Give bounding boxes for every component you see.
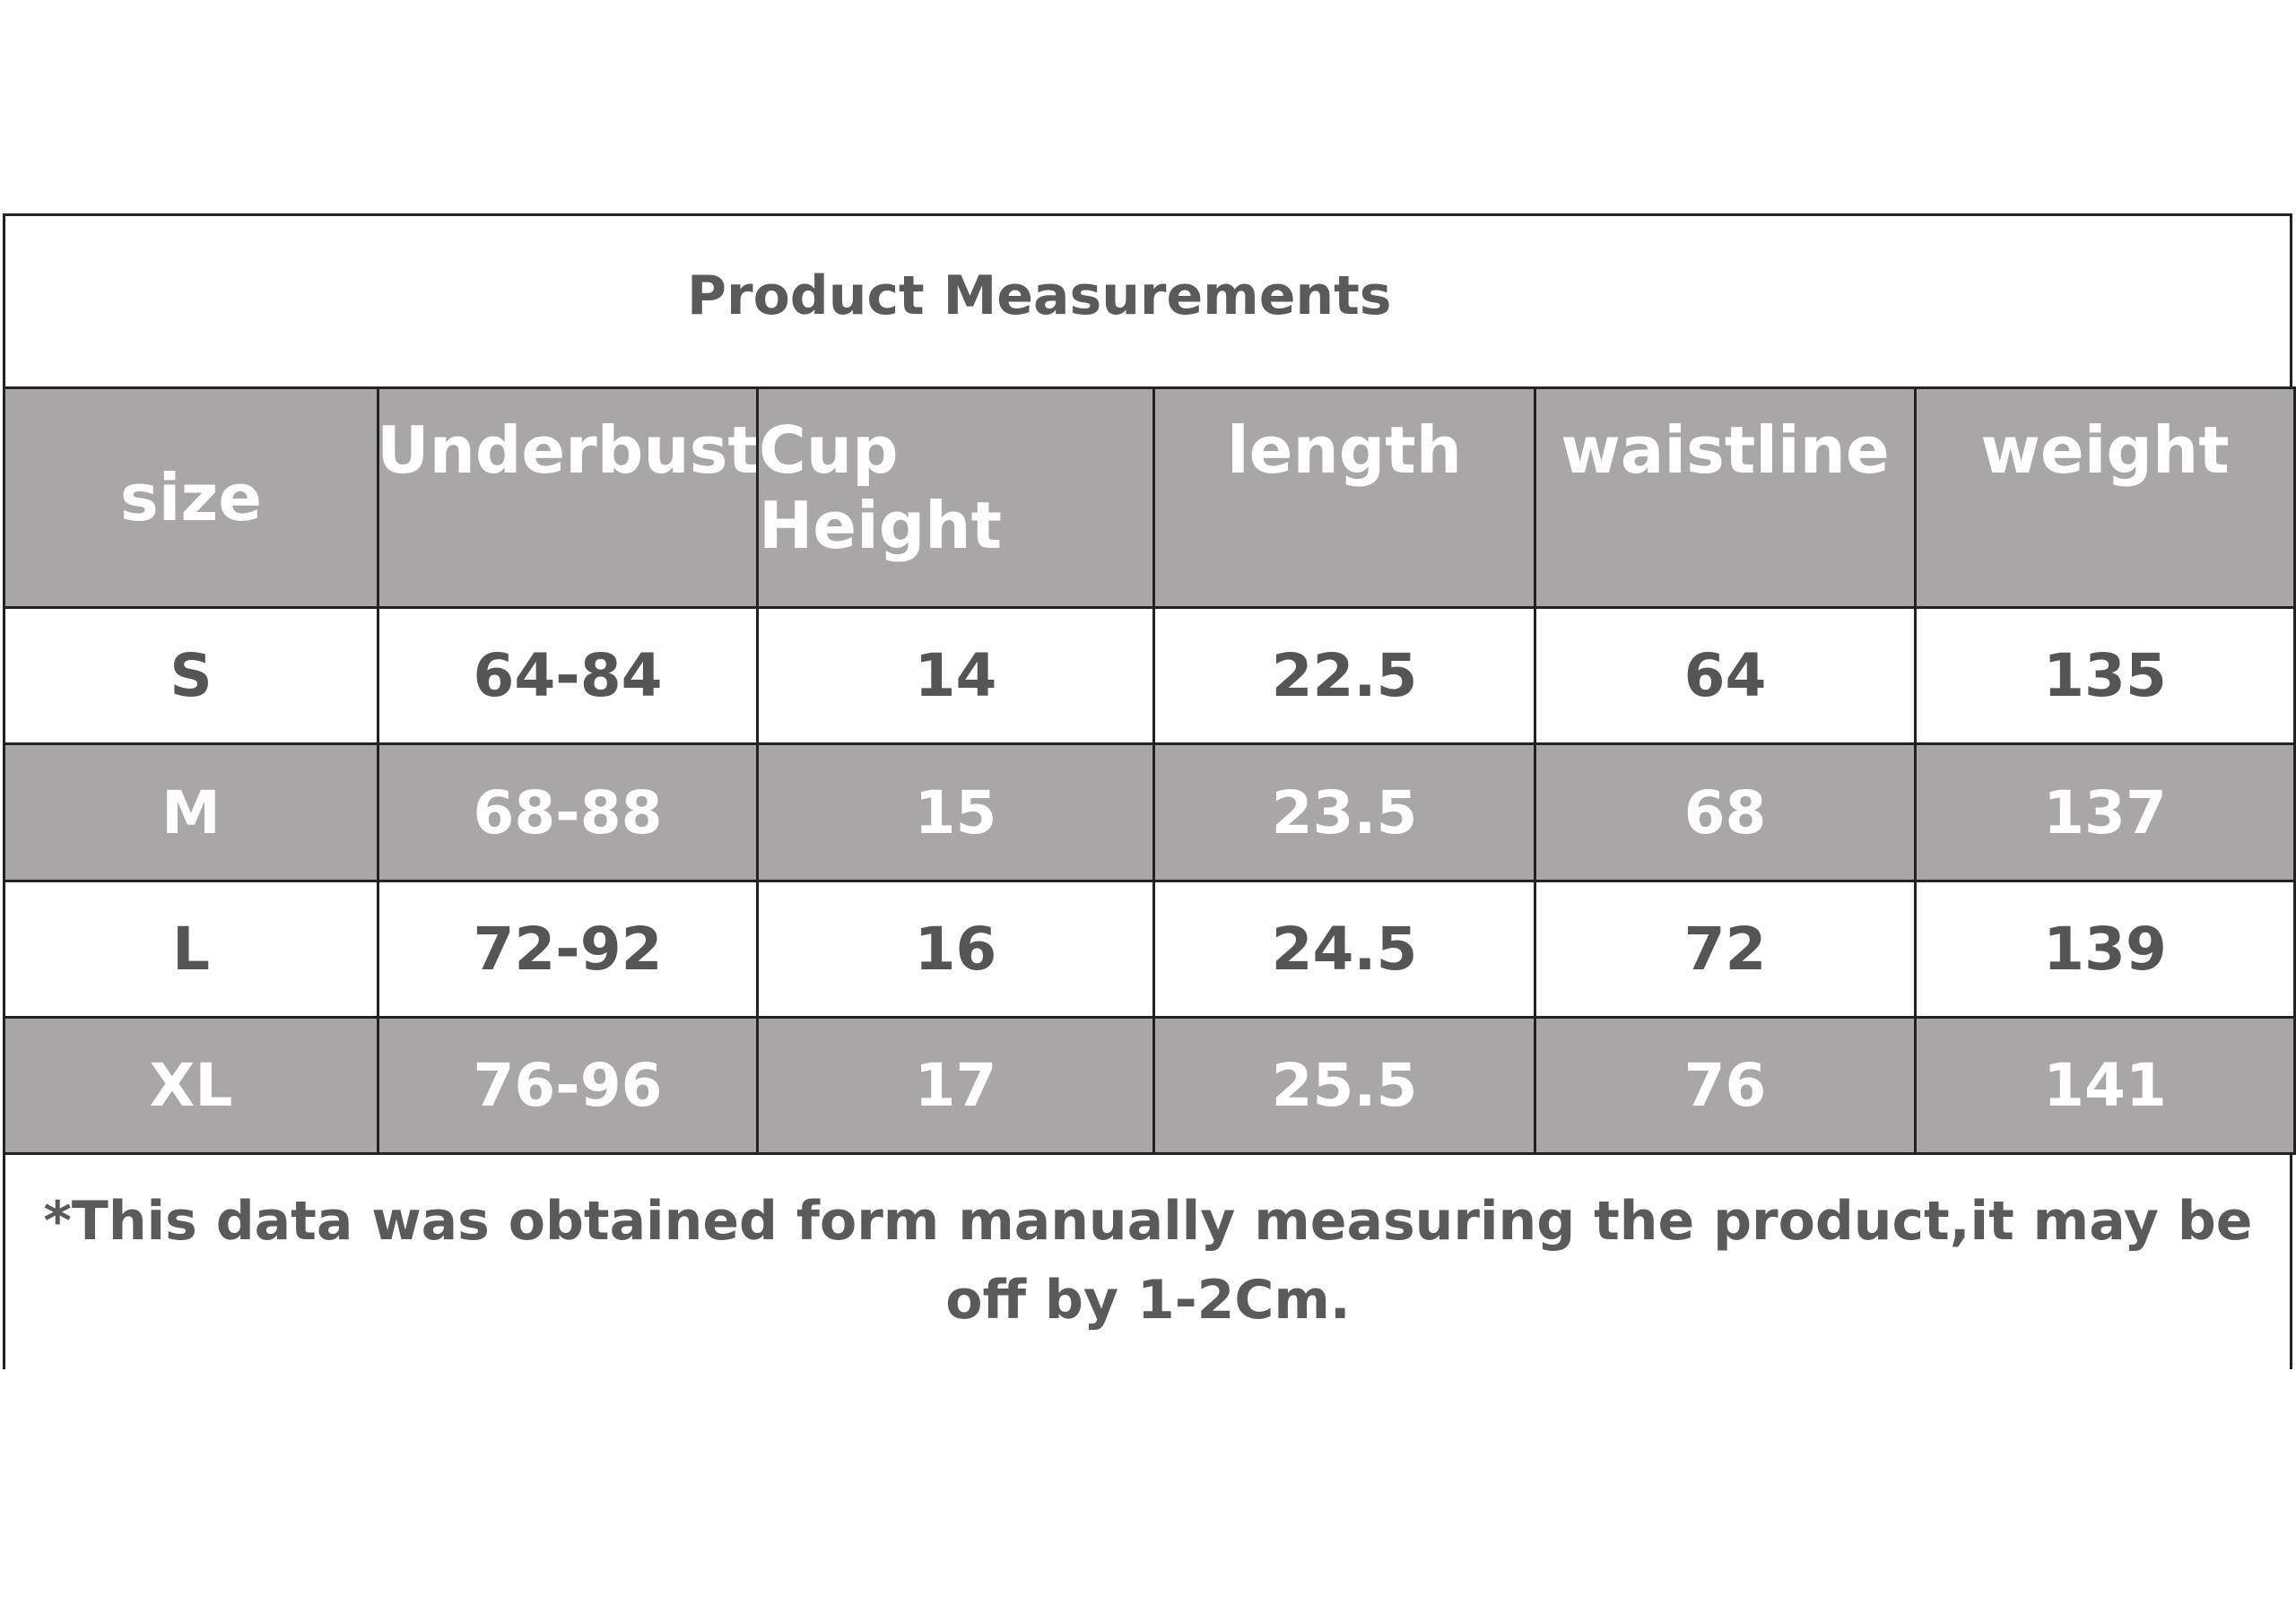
table-cell: M xyxy=(3,742,379,882)
note-frame xyxy=(3,1152,2292,1369)
table-cell: 23.5 xyxy=(1152,742,1536,882)
header-cell: size xyxy=(3,386,379,609)
header-cell: Cup Height xyxy=(756,386,1155,609)
table-cell: 16 xyxy=(756,880,1155,1019)
table-cell: 68-88 xyxy=(377,742,759,882)
table-cell: 24.5 xyxy=(1152,880,1536,1019)
header-cell: length xyxy=(1152,386,1536,609)
table-cell: 76-96 xyxy=(377,1016,759,1155)
table-cell: 64 xyxy=(1534,606,1917,745)
table-cell: 137 xyxy=(1914,742,2296,882)
table-cell: 72-92 xyxy=(377,880,759,1019)
header-cell: waistline xyxy=(1534,386,1917,609)
table-title: Product Measurements xyxy=(687,265,1392,327)
table-cell: 141 xyxy=(1914,1016,2296,1155)
table-cell: 22.5 xyxy=(1152,606,1536,745)
title-frame xyxy=(3,213,2292,386)
table-cell: 14 xyxy=(756,606,1155,745)
table-cell: 76 xyxy=(1534,1016,1917,1155)
table-cell: 17 xyxy=(756,1016,1155,1155)
table-cell: 135 xyxy=(1914,606,2296,745)
table-cell: S xyxy=(3,606,379,745)
table-cell: 25.5 xyxy=(1152,1016,1536,1155)
table-cell: XL xyxy=(3,1016,379,1155)
header-cell: Underbust xyxy=(377,386,759,609)
table-cell: 68 xyxy=(1534,742,1917,882)
footnote: *This data was obtained form manually me… xyxy=(43,1190,2253,1332)
header-cell: weight xyxy=(1914,386,2296,609)
table-cell: 139 xyxy=(1914,880,2296,1019)
table-cell: 15 xyxy=(756,742,1155,882)
table-cell: 72 xyxy=(1534,880,1917,1019)
table-cell: 64-84 xyxy=(377,606,759,745)
table-cell: L xyxy=(3,880,379,1019)
